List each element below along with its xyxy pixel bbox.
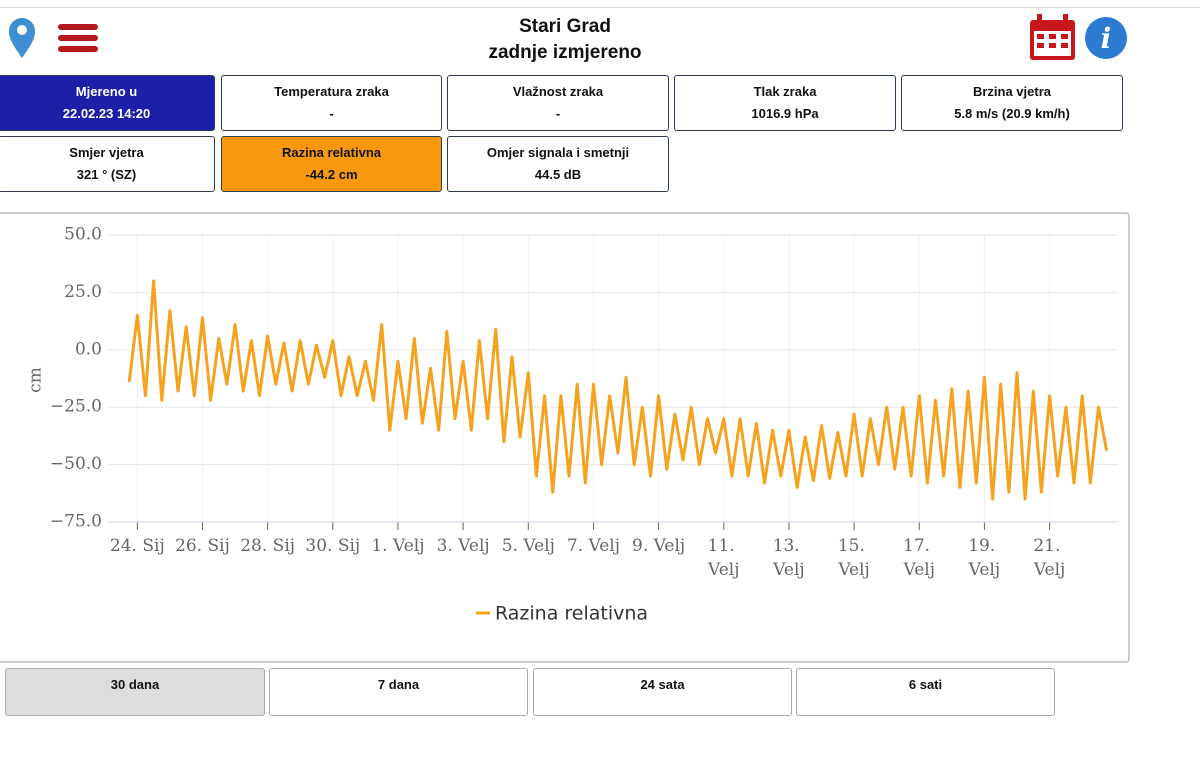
header-icons: i [9,14,1127,60]
card: Vlažnost zraka - [447,75,669,131]
card-value: 1016.9 hPa [751,106,819,121]
x-tick-label: 26. Sij [175,536,230,556]
svg-text:i: i [1101,22,1112,55]
x-tick-label: 17. Velj [903,536,936,580]
y-tick-label: 25.0 [64,282,102,302]
card-label: Razina relativna [282,145,381,160]
card-label: Temperatura zraka [274,84,389,99]
x-tick-label: 30. Sij [305,536,360,556]
card-value: -44.2 cm [305,167,358,182]
x-tick-label: 7. Velj [567,536,620,556]
x-tick-label: 21. Velj [1033,536,1066,580]
page-title: Stari Grad [519,16,611,37]
card-value: 5.8 m/s (20.9 km/h) [954,106,1070,121]
info-icon[interactable]: i [1085,17,1127,59]
x-tick-label: 1. Velj [371,536,424,556]
card: Omjer signala i smetnji 44.5 dB [447,136,669,192]
y-axis-label: cm [26,367,46,393]
range-button[interactable]: 7 dana [269,668,528,716]
card-label: Vlažnost zraka [512,84,604,99]
range-button[interactable]: 6 sati [796,668,1055,716]
card-value: - [555,106,561,121]
chart: cm 50.0 25.0 0.0 −25.0 −50.0 −75.0 24. Sij 26. … [0,212,1130,663]
location-icon[interactable] [9,18,35,58]
card[interactable]: Razina relativna -44.2 cm [221,136,442,192]
x-tick-label: 11. Velj [707,536,740,580]
card-value: 321 ° (SZ) [76,167,137,182]
y-tick-label: −25.0 [50,397,102,417]
card-label: Smjer vjetra [69,145,144,160]
x-tick-label: 28. Sij [240,536,295,556]
card: Temperatura zraka - [221,75,442,131]
card-label: Brzina vjetra [972,84,1052,99]
y-tick-label: −50.0 [50,454,102,474]
card-label: Mjereno u [75,84,138,99]
y-tick-label: −75.0 [50,512,102,532]
card-label: Omjer signala i smetnji [486,145,630,160]
legend-label: Razina relativna [495,603,648,625]
x-tick-label: 24. Sij [110,536,165,556]
calendar-icon[interactable] [1030,14,1075,60]
y-tick-label: 0.0 [75,339,102,359]
card: Brzina vjetra 5.8 m/s (20.9 km/h) [901,75,1123,131]
top-rule [0,7,1200,8]
range-button[interactable]: 30 dana [5,668,265,716]
x-tick-label: 9. Velj [632,536,685,556]
x-tick-label: 3. Velj [437,536,490,556]
card-label: Tlak zraka [753,84,817,99]
x-tick-label: 13. Velj [772,536,805,580]
series-line [127,279,1109,501]
y-tick-label: 50.0 [64,225,102,245]
location-dot [17,25,27,35]
card: Tlak zraka 1016.9 hPa [674,75,896,131]
card: Mjereno u 22.02.23 14:20 [0,75,215,131]
x-tick-label: 19. Velj [968,536,1001,580]
card: Smjer vjetra 321 ° (SZ) [0,136,215,192]
card-value: 44.5 dB [534,167,582,182]
page-subtitle: zadnje izmjereno [488,42,642,63]
x-tick-label: 5. Velj [502,536,555,556]
card-value: 22.02.23 14:20 [62,106,151,121]
x-tick-label: 15. Velj [837,536,870,580]
menu-icon[interactable] [58,24,98,52]
card-value: - [329,106,334,121]
range-button[interactable]: 24 sata [533,668,792,716]
